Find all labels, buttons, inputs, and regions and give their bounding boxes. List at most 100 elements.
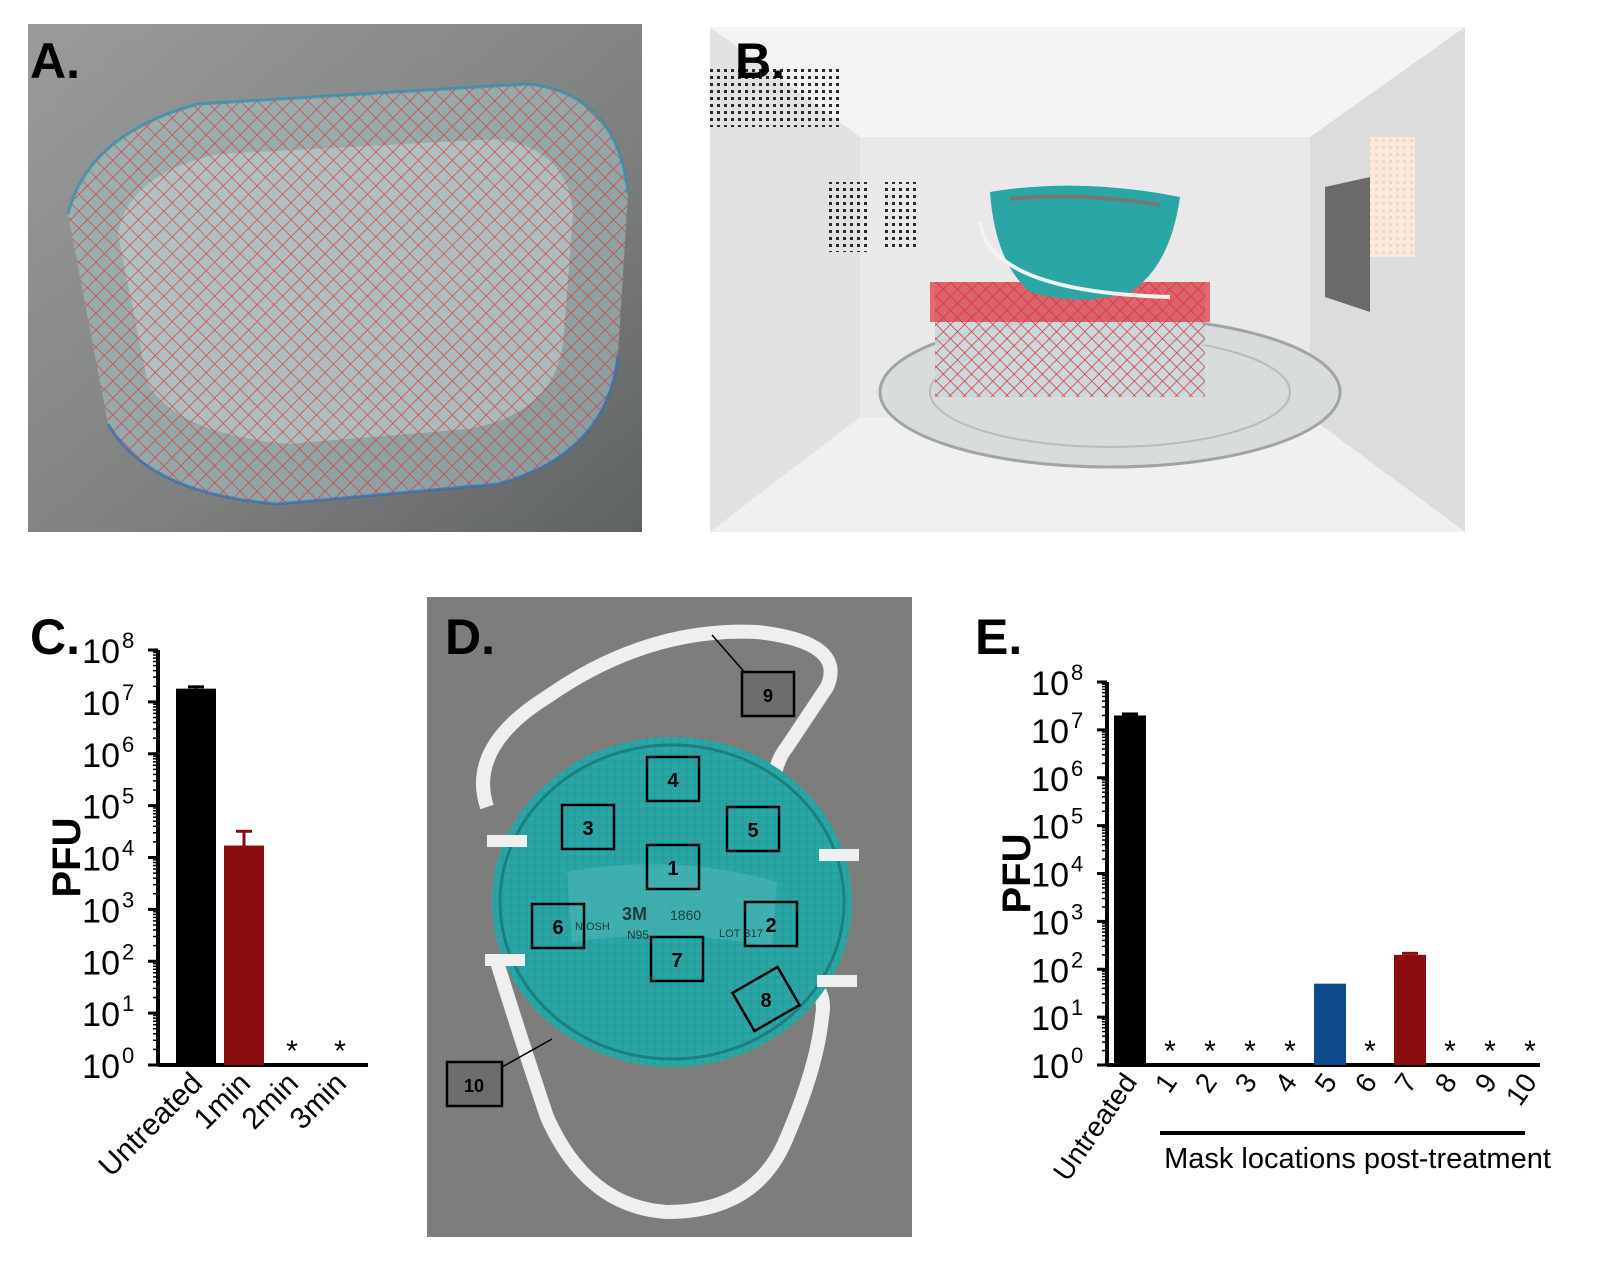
e-y-tick-exponent: 2 (1071, 947, 1083, 972)
e-x-tick-label: 5 (1309, 1068, 1343, 1099)
e-below-detection-marker: * (1484, 1035, 1496, 1068)
c-y-tick-label: 10 (82, 737, 120, 775)
e-y-tick-exponent: 1 (1071, 995, 1083, 1020)
e-below-detection-marker: * (1444, 1035, 1456, 1068)
c-bar (224, 845, 264, 1065)
e-below-detection-marker: * (1364, 1035, 1376, 1068)
e-y-tick-label: 10 (1031, 952, 1069, 990)
c-y-tick-exponent: 4 (122, 836, 134, 861)
c-y-axis-label: PFU (45, 818, 89, 898)
c-y-tick-label: 10 (82, 996, 120, 1034)
mask-location-10: 10 (445, 1038, 553, 1108)
photo-d-n95-mask: 3M 1860 N95 LOT B17 NIOSH 4 3 5 1 6 2 7 … (427, 597, 912, 1237)
svg-text:5: 5 (747, 820, 758, 842)
e-y-tick-label: 10 (1031, 1000, 1069, 1038)
e-y-tick-exponent: 4 (1071, 852, 1083, 877)
e-x-tick-label: 8 (1429, 1068, 1463, 1099)
c-y-tick-label: 10 (82, 633, 120, 671)
c-y-tick-exponent: 6 (122, 732, 134, 757)
photo-b-microwave (710, 27, 1465, 532)
e-x-tick-label: 4 (1269, 1068, 1303, 1099)
svg-text:6: 6 (552, 917, 563, 939)
c-y-tick-exponent: 0 (122, 1043, 134, 1068)
e-y-tick-exponent: 7 (1071, 708, 1083, 733)
mask-location-6: 6 (530, 902, 586, 950)
c-y-tick-exponent: 8 (122, 628, 134, 653)
e-y-axis-label: PFU (995, 834, 1039, 914)
mask-location-4: 4 (645, 755, 701, 803)
e-y-tick-label: 10 (1031, 713, 1069, 751)
e-below-detection-marker: * (1204, 1035, 1216, 1068)
panel-label-b: B. (735, 33, 785, 89)
e-x-tick-label: 9 (1469, 1068, 1503, 1099)
c-y-tick-label: 10 (82, 944, 120, 982)
c-y-tick-label: 10 (82, 841, 120, 879)
c-y-tick-exponent: 7 (122, 680, 134, 705)
mask-location-7: 7 (649, 935, 705, 983)
c-below-detection-marker: * (286, 1035, 298, 1068)
mask-location-1: 1 (645, 843, 701, 891)
panel-label-a: A. (30, 33, 80, 89)
svg-text:8: 8 (760, 990, 771, 1012)
c-y-tick-label: 10 (82, 789, 120, 827)
mask-print-niosh: NIOSH (575, 921, 610, 933)
svg-text:1: 1 (667, 858, 678, 880)
e-x-tick-label: 6 (1349, 1068, 1383, 1099)
mask-print-model: 1860 (670, 907, 701, 923)
e-group-label: Mask locations post-treatment (1164, 1143, 1551, 1175)
panel-label-e: E. (975, 609, 1023, 665)
mask-location-5: 5 (725, 805, 781, 853)
panel-label-c: C. (30, 609, 80, 665)
c-y-tick-exponent: 3 (122, 887, 134, 912)
e-y-tick-label: 10 (1031, 904, 1069, 942)
e-bar (1394, 954, 1426, 1065)
e-x-tick-label: 3 (1229, 1068, 1263, 1099)
mask-print-brand: 3M (622, 904, 647, 924)
c-x-tick-label: 3min (284, 1067, 353, 1136)
c-y-tick-label: 10 (82, 892, 120, 930)
svg-text:7: 7 (671, 950, 682, 972)
e-below-detection-marker: * (1524, 1035, 1536, 1068)
e-y-tick-exponent: 6 (1071, 756, 1083, 781)
e-y-tick-label: 10 (1031, 665, 1069, 703)
panel-label-d: D. (445, 609, 495, 665)
mask-location-8: 8 (730, 965, 802, 1033)
mask-lower-strap (490, 959, 830, 1220)
c-y-tick-exponent: 5 (122, 784, 134, 809)
svg-text:9: 9 (763, 686, 773, 706)
e-bar (1114, 715, 1146, 1065)
e-x-tick-label: 2 (1189, 1068, 1223, 1099)
e-y-tick-label: 10 (1031, 761, 1069, 799)
e-x-tick-label: 7 (1389, 1068, 1423, 1099)
c-y-tick-exponent: 2 (122, 939, 134, 964)
svg-text:4: 4 (667, 770, 679, 792)
mask-location-2: 2 (743, 900, 799, 948)
c-y-tick-label: 10 (82, 1048, 120, 1086)
c-y-tick-label: 10 (82, 685, 120, 723)
c-below-detection-marker: * (334, 1035, 346, 1068)
svg-text:2: 2 (765, 915, 776, 937)
c-bar (176, 688, 216, 1065)
e-x-tick-label: 1 (1149, 1068, 1183, 1099)
e-y-tick-exponent: 8 (1071, 660, 1083, 685)
svg-text:3: 3 (582, 818, 593, 840)
e-y-tick-label: 10 (1031, 857, 1069, 895)
e-y-tick-exponent: 0 (1071, 1043, 1083, 1068)
e-below-detection-marker: * (1244, 1035, 1256, 1068)
e-below-detection-marker: * (1284, 1035, 1296, 1068)
mask-location-9: 9 (711, 634, 796, 718)
e-x-tick-label: 10 (1500, 1068, 1543, 1111)
mask-print-class: N95 (627, 928, 649, 942)
c-y-tick-exponent: 1 (122, 991, 134, 1016)
mask-print-lot: LOT B17 (719, 928, 763, 940)
e-y-tick-exponent: 3 (1071, 899, 1083, 924)
mask-location-3: 3 (560, 803, 616, 851)
e-y-tick-exponent: 5 (1071, 804, 1083, 829)
svg-text:10: 10 (464, 1076, 484, 1096)
e-bar (1314, 983, 1346, 1065)
photo-a-dish-netting (28, 24, 642, 532)
e-y-tick-label: 10 (1031, 1048, 1069, 1086)
e-y-tick-label: 10 (1031, 809, 1069, 847)
e-below-detection-marker: * (1164, 1035, 1176, 1068)
